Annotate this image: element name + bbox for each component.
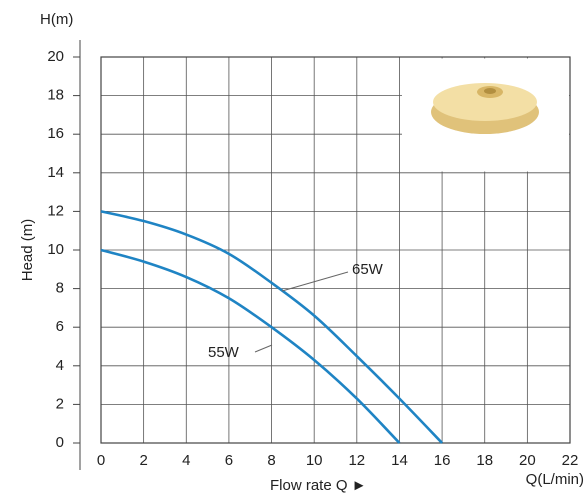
x-tick-label: 2: [139, 452, 147, 469]
x-tick-label: 10: [306, 452, 323, 469]
y-axis-label: Head (m): [19, 219, 36, 282]
impeller-hole: [484, 88, 496, 94]
x-tick-label: 14: [391, 452, 408, 469]
y-tick-label: 2: [56, 395, 64, 412]
series-label: 55W: [208, 344, 240, 361]
x-axis-label: Flow rate Q ►: [270, 477, 367, 494]
y-tick-label: 14: [47, 164, 64, 181]
x-tick-label: 12: [348, 452, 365, 469]
leader-line: [254, 344, 273, 353]
leader-line: [281, 271, 349, 292]
impeller-top: [433, 83, 537, 121]
x-tick-label: 4: [182, 452, 190, 469]
y-tick-label: 4: [56, 357, 64, 374]
curve: [100, 210, 444, 444]
y-tick-label: 8: [56, 280, 64, 297]
x-tick-label: 18: [476, 452, 493, 469]
y-tick-label: 10: [47, 241, 64, 258]
x-tick-label: 0: [97, 452, 105, 469]
series-label: 65W: [352, 261, 384, 278]
y-tick-label: 12: [47, 202, 64, 219]
y-tick-label: 0: [56, 434, 64, 451]
y-tick-label: 20: [47, 48, 64, 65]
y-tick-label: 16: [47, 125, 64, 142]
curve: [100, 248, 401, 444]
y-tick-label: 6: [56, 318, 64, 335]
x-tick-label: 6: [225, 452, 233, 469]
x-tick-label: 20: [519, 452, 536, 469]
y-axis-title: H(m): [40, 11, 73, 28]
x-tick-label: 16: [434, 452, 451, 469]
y-tick-label: 18: [47, 87, 64, 104]
x-tick-label: 22: [562, 452, 579, 469]
x-axis-title: Q(L/min): [526, 471, 584, 488]
x-tick-label: 8: [267, 452, 275, 469]
